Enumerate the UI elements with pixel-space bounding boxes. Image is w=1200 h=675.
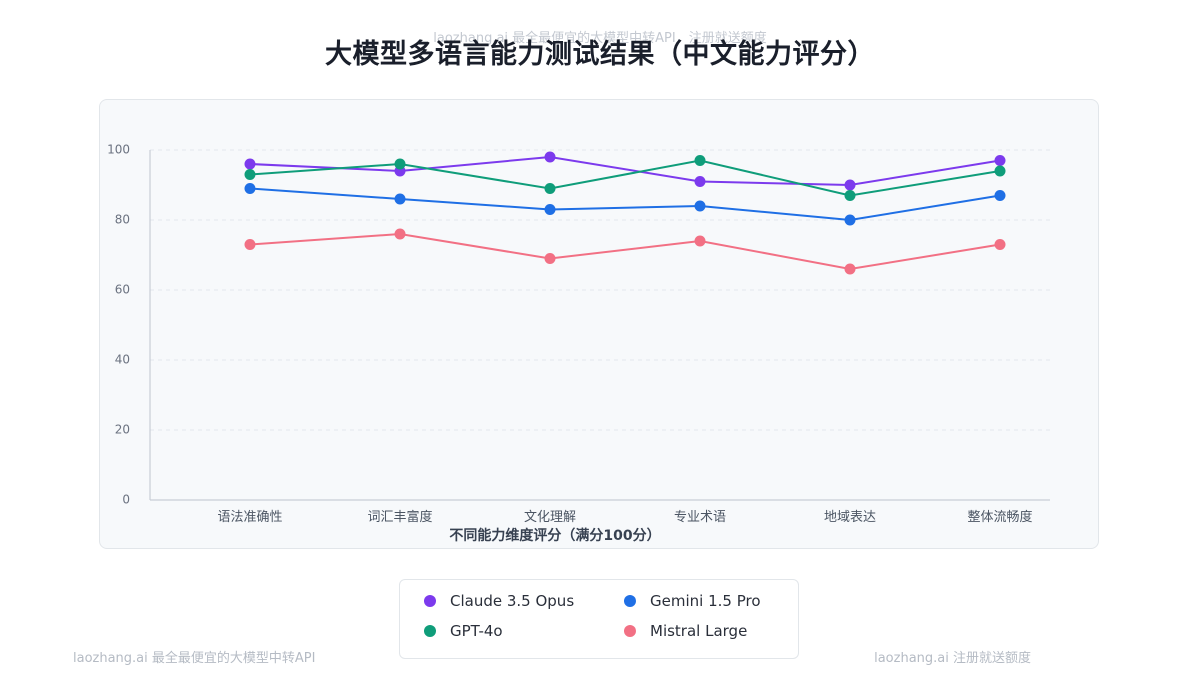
legend-item-claude[interactable]: Claude 3.5 Opus <box>424 592 574 610</box>
line-chart: 0 20 40 60 80 100 语法准确性 词汇丰富度 文化理解 专业术语 地域表达 整体流畅度不… <box>107 143 1050 544</box>
legend-label-gpt4o: GPT-4o <box>450 622 503 640</box>
y-tick-label: 0 <box>122 493 130 507</box>
watermark-bottom-left: laozhang.ai 最全最便宜的大模型中转API <box>73 651 316 666</box>
chart-title: 大模型多语言能力测试结果（中文能力评分） <box>325 39 875 70</box>
y-tick-label: 20 <box>115 423 130 437</box>
legend-label-mistral: Mistral Large <box>650 622 748 640</box>
data-point <box>994 165 1006 177</box>
data-point <box>544 253 556 264</box>
legend-dot-gpt4o <box>424 625 436 637</box>
data-point <box>694 176 706 187</box>
series-line <box>249 187 1001 222</box>
y-tick-label: 80 <box>115 213 130 227</box>
legend-label-claude: Claude 3.5 Opus <box>450 592 575 610</box>
x-tick-label: 语法准确性 <box>217 510 282 525</box>
data-point <box>394 228 406 240</box>
watermark-bottom-right: laozhang.ai 注册就送额度 <box>874 651 1031 666</box>
y-tick-label: 100 <box>107 143 130 157</box>
data-point <box>844 214 856 226</box>
data-point <box>694 235 706 247</box>
data-point <box>694 155 706 166</box>
legend-item-gemini[interactable]: Gemini 1.5 Pro <box>624 592 761 610</box>
data-point <box>244 239 256 250</box>
data-point <box>244 158 256 170</box>
legend-dot-claude <box>424 595 436 607</box>
data-point <box>844 190 856 201</box>
series-line <box>249 232 1001 271</box>
data-point <box>694 200 706 212</box>
legend-dot-mistral <box>624 625 636 637</box>
legend: Claude 3.5 Opus Gemini 1.5 Pro GPT-4o Mi… <box>399 579 799 659</box>
x-axis-title: 不同能力维度评分（满分100分） <box>449 527 660 544</box>
data-point <box>844 179 856 191</box>
series-line <box>249 159 1001 197</box>
legend-item-mistral[interactable]: Mistral Large <box>624 622 747 640</box>
chart-card: 0 20 40 60 80 100 语法准确性 词汇丰富度 文化理解 专业术语 地域表达 整体流畅度不… <box>99 99 1099 549</box>
data-point <box>844 263 856 275</box>
x-tick-label: 文化理解 <box>524 510 576 525</box>
x-tick-label: 地域表达 <box>824 510 876 525</box>
data-point <box>244 183 256 194</box>
legend-dot-gemini <box>624 595 636 607</box>
data-point <box>994 155 1006 166</box>
data-point <box>244 169 256 180</box>
y-tick-label: 60 <box>115 283 130 297</box>
legend-label-gemini: Gemini 1.5 Pro <box>650 592 761 610</box>
data-point <box>994 239 1006 250</box>
data-point <box>394 193 406 205</box>
x-tick-label: 词汇丰富度 <box>367 509 432 525</box>
x-tick-label: 专业术语 <box>674 510 726 525</box>
data-point <box>544 183 556 194</box>
legend-item-gpt4o[interactable]: GPT-4o <box>424 622 503 640</box>
data-point <box>544 151 556 163</box>
x-tick-label: 整体流畅度 <box>967 509 1032 525</box>
series-line <box>249 155 1001 187</box>
data-point <box>994 190 1006 201</box>
data-point <box>544 204 556 215</box>
data-point <box>394 158 406 170</box>
y-tick-label: 40 <box>115 353 130 367</box>
watermark-top: laozhang.ai 最全最便宜的大模型中转API，注册就送额度 <box>433 31 767 46</box>
